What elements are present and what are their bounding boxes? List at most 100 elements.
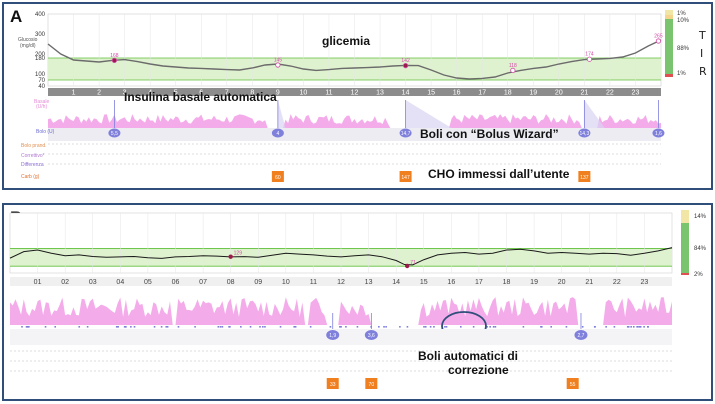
glucose-point	[510, 67, 516, 74]
carb-badge-b	[365, 378, 378, 389]
hour-tick-label: 7	[225, 90, 229, 97]
row-label-bolus: Bolo (U)	[36, 129, 55, 135]
auto-bolus-dot	[383, 326, 385, 328]
hour-tick-label: 17	[478, 90, 486, 97]
hour-tick-label: 22	[606, 90, 614, 97]
tir-low-bar-b	[681, 273, 689, 275]
hour-tick-label-b: 15	[420, 279, 428, 286]
auto-bolus-dot	[406, 326, 409, 328]
row-label-glucose-unit: (mg/dl)	[20, 43, 36, 49]
auto-bolus-dot	[25, 326, 28, 328]
glucose-point-label: 168	[110, 53, 119, 59]
auto-bolus-dot	[165, 326, 168, 328]
hour-tick-label-b: 17	[475, 279, 483, 286]
auto-bolus-dot	[627, 326, 630, 328]
auto-bolus-dot	[444, 326, 446, 328]
hour-tick-label-b: 14	[392, 279, 400, 286]
carb-badge	[271, 171, 284, 182]
annotation-cho: CHO immessi dall’utente	[428, 167, 570, 181]
auto-bolus-dot	[605, 326, 607, 328]
glucose-point-label: 118	[509, 63, 517, 69]
auto-bolus-dot	[594, 326, 596, 328]
glucose-point	[402, 62, 409, 69]
auto-bolus-dot	[429, 326, 432, 328]
hour-tick-label-b: 19	[530, 279, 538, 286]
auto-bolus-dot	[54, 326, 56, 328]
carb-badge	[578, 171, 591, 182]
tir-range-bar	[665, 19, 673, 74]
bolus-row-b	[10, 329, 672, 345]
bolus-badge-value-b: 3,6	[368, 333, 375, 339]
annotation-basal: Insulina basale automatica	[124, 90, 277, 104]
hour-tick-label-b: 12	[337, 279, 345, 286]
hour-tick-label: 11	[325, 90, 332, 97]
hour-tick-label: 20	[555, 90, 563, 97]
tir-high-bar	[665, 10, 673, 15]
auto-bolus-dot	[472, 326, 475, 328]
row-label-basal: Basale	[34, 99, 50, 105]
auto-bolus-dot	[632, 326, 635, 328]
hour-tick-label: 21	[580, 90, 588, 97]
bolus-badge	[652, 128, 665, 138]
auto-bolus-dot	[221, 326, 224, 328]
glucose-point-label: 174	[585, 52, 594, 58]
auto-bolus-dot	[613, 326, 616, 328]
hour-tick-label: 8	[250, 90, 254, 97]
hour-tick-label-b: 01	[34, 279, 42, 286]
hour-tick-label: 6	[199, 90, 203, 97]
glucose-point-label: 265	[654, 34, 663, 40]
hour-tick-label-b: 07	[199, 279, 207, 286]
auto-bolus-dot	[44, 326, 47, 328]
hour-tick-label-b: 05	[144, 279, 152, 286]
hour-tick-label-b: 08	[227, 279, 235, 286]
auto-bolus-dot	[124, 326, 127, 328]
auto-bolus-dot	[630, 326, 632, 328]
glucose-point-label: 145	[274, 58, 283, 64]
glucose-point	[111, 57, 118, 64]
auto-bolus-dot	[636, 326, 638, 328]
auto-bolus-dot	[637, 326, 639, 328]
tir-low-value: 1%	[677, 71, 686, 77]
hour-tick-label: 5	[174, 90, 178, 97]
auto-bolus-dot	[249, 326, 252, 328]
hour-tick-label: 19	[529, 90, 537, 97]
bolus-badge	[578, 128, 591, 138]
row-label-carb: Carb (g)	[21, 174, 40, 180]
tir-low-value-b: 2%	[694, 272, 703, 278]
hour-tick-label-b: 21	[585, 279, 593, 286]
auto-bolus-dot	[626, 326, 629, 328]
bolus-badge-value: 1,6	[655, 131, 662, 137]
glucose-point-label-b: 71	[410, 260, 416, 266]
bolus-row	[48, 128, 661, 141]
bolus-badge-value-b: 2,7	[577, 333, 584, 339]
auto-bolus-dot	[550, 326, 552, 328]
hour-tick-label-b: 11	[310, 279, 317, 286]
auto-bolus-dot	[293, 326, 296, 328]
auto-bolus-dot	[259, 326, 261, 328]
auto-bolus-dot	[639, 326, 642, 328]
bolus-decay-ramp	[584, 100, 605, 128]
hour-tick-label: 2	[97, 90, 101, 97]
hour-tick-label-b: 02	[61, 279, 69, 286]
hour-tick-label-b: 09	[254, 279, 262, 286]
annotation-auto-bolus-2: correzione	[448, 363, 509, 377]
bolus-badge-value: 5,5	[111, 131, 118, 137]
auto-bolus-dot	[565, 326, 568, 328]
annotation-auto-bolus: Boli automatici di	[418, 349, 518, 363]
auto-bolus-dot	[240, 326, 242, 328]
glucose-point-b	[405, 263, 410, 269]
auto-bolus-dot	[86, 326, 89, 328]
hour-tick-label: 12	[351, 90, 359, 97]
auto-bolus-dot	[433, 326, 435, 328]
hour-tick-label: 23	[632, 90, 640, 97]
auto-bolus-dot	[309, 326, 312, 328]
auto-bolus-dot	[160, 326, 163, 328]
glucose-line	[47, 39, 662, 80]
carb-badge-value-b: 70	[369, 382, 375, 388]
auto-bolus-dot	[647, 326, 649, 328]
auto-bolus-dot	[378, 326, 380, 328]
row-label-bolo-prand: Bolo prand.	[21, 143, 47, 149]
glucose-point-b	[228, 254, 233, 259]
auto-bolus-dot	[166, 326, 169, 328]
glucose-point-label: 142	[401, 58, 410, 64]
